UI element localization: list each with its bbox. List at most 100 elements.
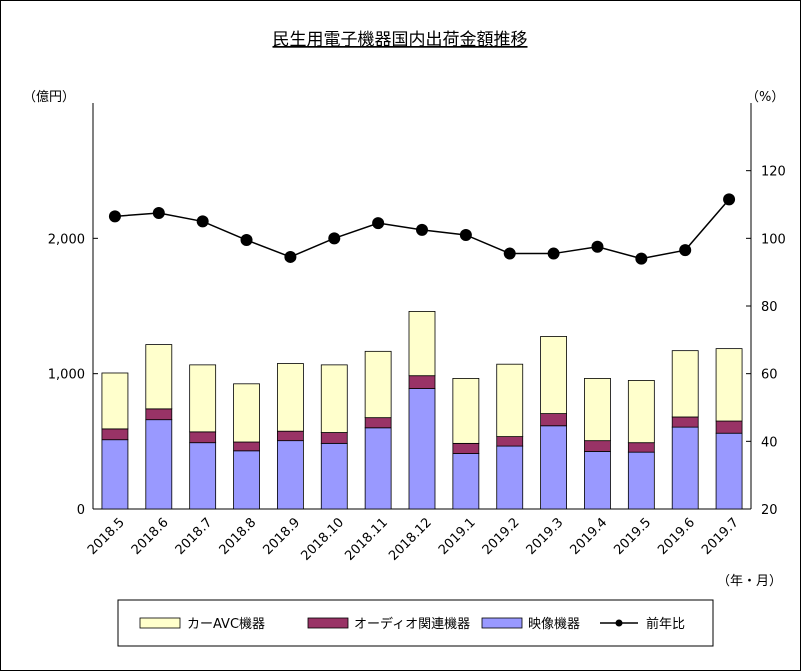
bar-car-avc [540, 336, 567, 414]
bar-video [408, 388, 436, 510]
right-tick-label: 20 [761, 503, 778, 518]
yoy-point [503, 247, 516, 260]
x-tick-label: 2019.7 [699, 515, 742, 558]
yoy-point [328, 232, 341, 245]
legend-swatch-audio [307, 617, 349, 629]
bar-car-avc [496, 363, 524, 437]
bar-video [452, 453, 480, 510]
bar-audio [276, 430, 304, 442]
yoy-point [591, 240, 604, 253]
legend-swatch-video [481, 617, 523, 629]
bar-video [715, 432, 743, 510]
bar-car-avc [276, 363, 304, 432]
legend-swatch-car-avc [139, 617, 181, 629]
x-axis-unit: （年・月） [717, 574, 782, 589]
x-tick-label: 2018.6 [129, 515, 172, 558]
left-tick-label: 0 [77, 503, 85, 518]
bar-car-avc [101, 372, 129, 430]
bar-video [320, 442, 348, 510]
bar-car-avc [145, 344, 173, 410]
bar-video [671, 426, 699, 510]
x-tick-label: 2019.6 [655, 515, 698, 558]
bar-video [496, 445, 524, 510]
yoy-point [547, 247, 560, 260]
x-axis-tick-labels: 2018.5 2018.6 2018.7 2018.8 2018.92018.10201… [85, 515, 742, 564]
bar-car-avc [233, 383, 260, 443]
bar-audio [101, 428, 129, 441]
bar-audio [671, 416, 699, 428]
bar-video [584, 451, 611, 510]
yoy-point [196, 215, 209, 228]
bar-car-avc [584, 378, 611, 442]
x-tick-label: 2019.1 [436, 515, 479, 558]
bar-video [364, 427, 392, 510]
x-tick-label: 2019.2 [480, 515, 523, 558]
x-tick-label: 2018.7 [173, 515, 216, 558]
yoy-point [459, 228, 472, 241]
left-axis-ticks: 0 1,000 2,000 [48, 232, 98, 518]
bar-video [233, 450, 260, 510]
bar-audio [584, 440, 611, 452]
yoy-point [635, 252, 648, 265]
right-tick-label: 40 [761, 435, 778, 450]
bar-car-avc [627, 380, 655, 444]
bar-car-avc [671, 350, 699, 418]
bar-audio [540, 413, 567, 427]
legend-label-audio: オーディオ関連機器 [354, 616, 470, 632]
bar-video [627, 451, 655, 510]
x-tick-label: 2018.5 [85, 515, 128, 558]
bar-video [189, 442, 217, 510]
bar-car-avc [408, 311, 436, 377]
bar-video [540, 425, 567, 510]
stacked-bars [101, 311, 743, 510]
bar-audio [452, 442, 480, 454]
x-tick-label: 2019.4 [568, 515, 611, 558]
yoy-line-series [108, 193, 736, 265]
yoy-point [152, 206, 165, 219]
yoy-point [240, 234, 253, 247]
left-tick-label: 1,000 [48, 368, 85, 383]
x-tick-label: 2018.8 [217, 515, 260, 558]
bar-car-avc [320, 364, 348, 433]
bar-audio [233, 441, 260, 452]
bar-audio [408, 375, 436, 389]
yoy-point [723, 193, 736, 206]
bar-audio [627, 442, 655, 453]
bar-audio [145, 408, 173, 421]
bar-car-avc [715, 348, 743, 422]
yoy-point [284, 250, 297, 263]
yoy-point [372, 217, 385, 230]
left-axis-unit: （億円） [23, 89, 75, 105]
bar-video [101, 439, 129, 510]
yoy-point [679, 244, 692, 257]
x-tick-label: 2018.12 [386, 515, 435, 564]
bar-video [276, 440, 304, 510]
legend-label-car-avc: カーAVC機器 [187, 617, 265, 632]
x-tick-label: 2019.3 [524, 515, 567, 558]
right-axis-unit: （%） [746, 90, 784, 105]
right-tick-label: 80 [761, 300, 778, 315]
x-tick-label: 2019.5 [611, 515, 654, 558]
legend-label-video: 映像機器 [528, 617, 580, 632]
right-tick-label: 60 [761, 368, 778, 383]
right-axis-ticks: 20 40 60 80 100 120 [746, 165, 786, 518]
right-tick-label: 120 [761, 165, 786, 180]
x-tick-label: 2018.10 [298, 515, 347, 564]
bar-car-avc [189, 364, 217, 433]
bar-audio [320, 432, 348, 444]
legend: カーAVC機器 オーディオ関連機器 映像機器 前年比 [117, 599, 714, 647]
bar-car-avc [452, 378, 480, 444]
chart-title: 民生用電子機器国内出荷金額推移 [273, 30, 528, 50]
bar-audio [496, 436, 524, 447]
bar-audio [715, 420, 743, 434]
left-tick-label: 2,000 [48, 232, 85, 247]
yoy-point [416, 223, 428, 236]
bar-car-avc [364, 350, 392, 419]
x-tick-label: 2018.11 [342, 515, 391, 564]
yoy-point [108, 210, 121, 223]
bar-video [145, 419, 173, 510]
bar-audio [364, 417, 392, 429]
